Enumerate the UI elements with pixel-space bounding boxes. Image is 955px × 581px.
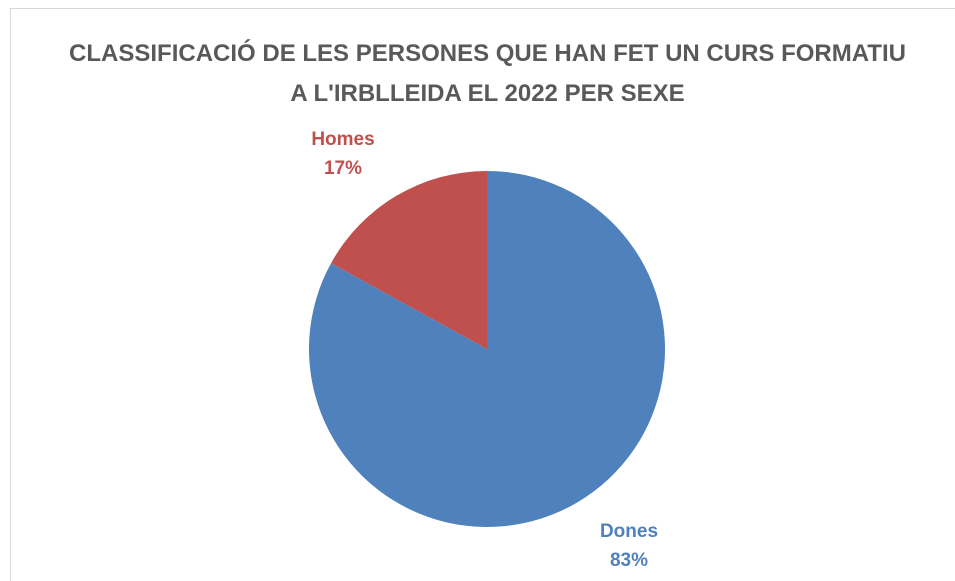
- pie-slice: [331, 171, 487, 349]
- slice-value-label: 17%: [324, 158, 362, 179]
- chart-border: [10, 8, 955, 581]
- chart-title: CLASSIFICACIÓ DE LES PERSONES QUE HAN FE…: [69, 40, 906, 107]
- slice-label: Homes: [311, 129, 374, 150]
- slice-value-label: 83%: [610, 550, 648, 571]
- slice-label: Dones: [600, 521, 658, 542]
- pie-slice: [309, 171, 666, 528]
